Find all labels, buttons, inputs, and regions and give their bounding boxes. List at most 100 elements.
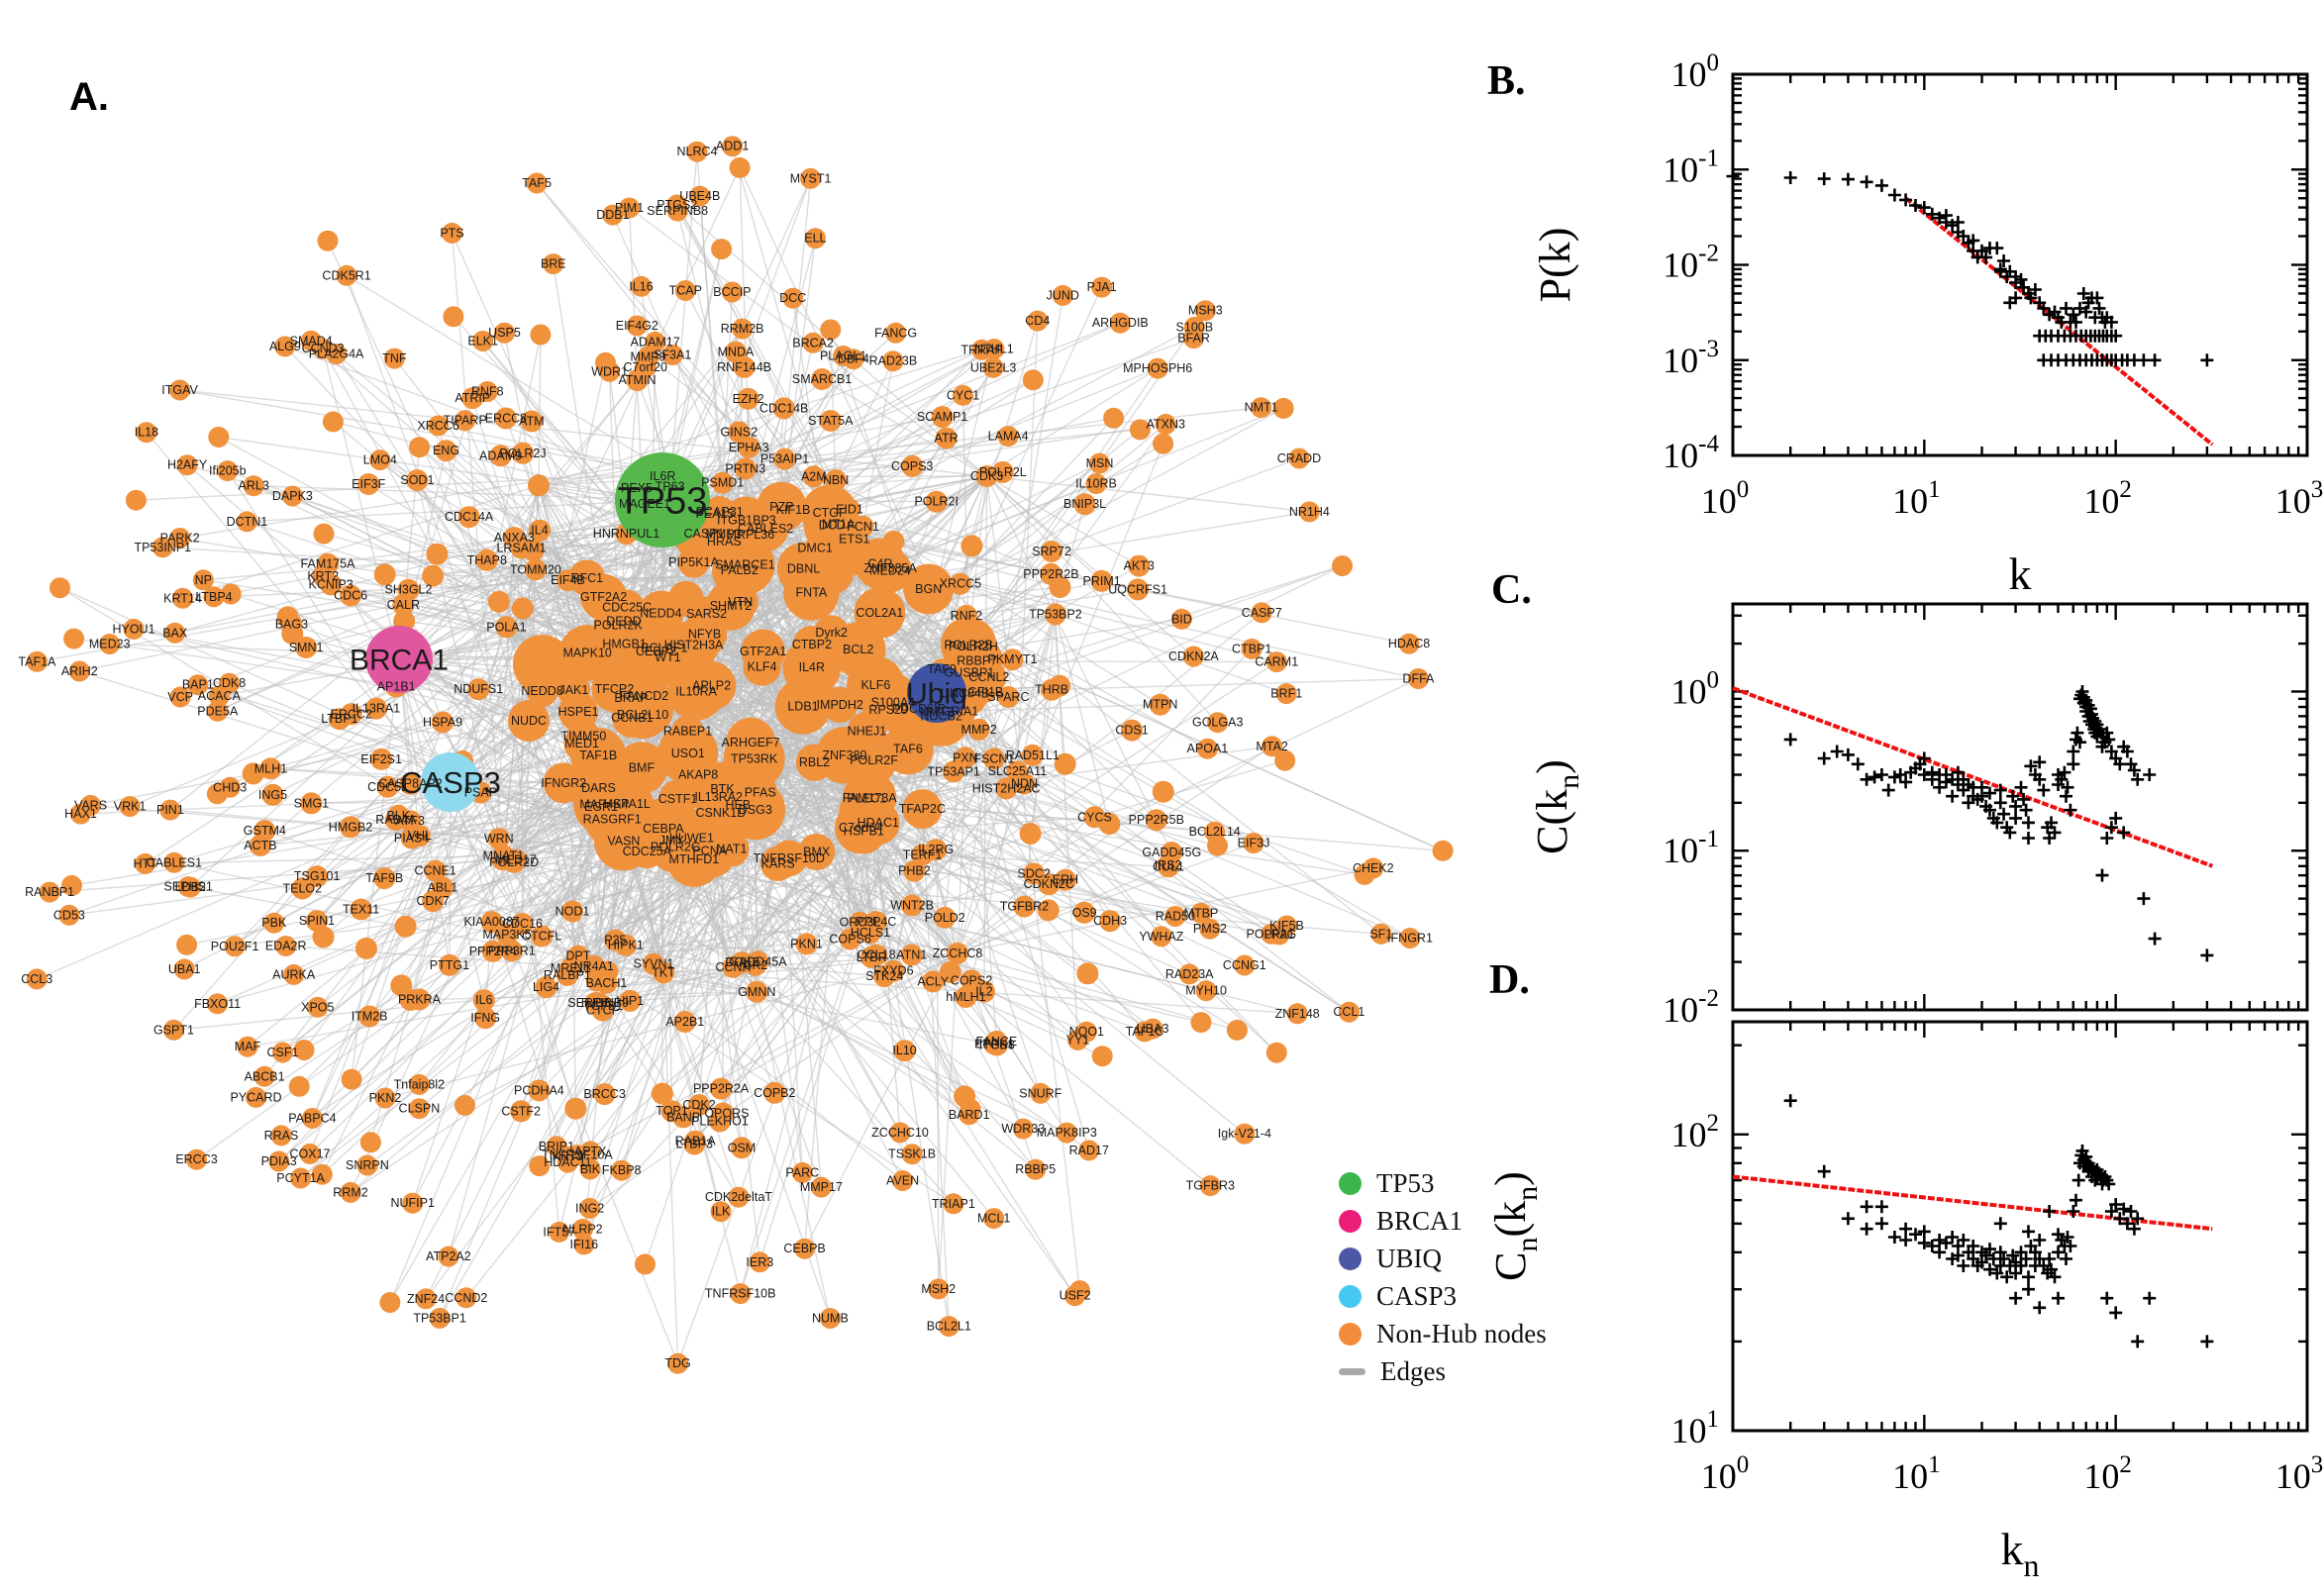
node-label: NDN [1011,777,1038,791]
network-node [322,411,344,433]
node-label: TGFBR2 [1000,900,1049,914]
network-node [39,881,60,903]
node-label: CCNL2 [968,670,1009,684]
network-node [442,222,462,244]
node-label: HMGB1 [602,637,647,650]
node-label: FNTA [796,585,828,599]
node-label: RNF144B [717,360,771,374]
node-label: ZNF24 [407,1292,445,1306]
network-node [1298,501,1320,523]
network-node [489,445,512,467]
network-node [524,558,547,581]
network-node [99,634,121,654]
network-node [394,915,417,938]
network-node [1265,651,1287,673]
node-label: NBN [823,473,849,487]
node-label: POLA1 [486,620,526,634]
network-node [960,1098,981,1120]
node-label: TIPARP [444,414,487,428]
node-label: CCNH [715,960,751,974]
node-label: APTX [574,1145,607,1158]
node-label: PZP [769,500,793,514]
network-node [807,548,855,595]
network-node [558,691,598,732]
node-label: EPPK1 [974,1038,1014,1051]
network-node [1027,310,1049,332]
node-label: ANXA3 [494,531,535,545]
node-label: PABPC4 [288,1112,336,1126]
hub-node-brca1 [365,626,433,693]
node-label: CASP7 [1242,606,1282,620]
node-label: WDR33 [1001,1122,1045,1136]
network-node [340,703,362,726]
node-label: ITGB1BP3 [717,514,776,528]
network-node [833,346,855,366]
network-node [991,460,1014,483]
network-node [579,1158,601,1180]
network-node [658,779,697,819]
node-label: TKT [652,966,675,980]
node-label: PTS [440,226,463,240]
legend-row-brca1: BRCA1 [1339,1206,1547,1237]
node-label: CASP1 [684,527,725,541]
plot-frame [1731,72,2309,457]
node-label: HAX1 [64,807,97,821]
network-node [1190,1012,1212,1034]
node-label: LTBR [857,950,887,964]
node-label: BARD1 [949,1108,990,1122]
network-node [281,485,303,507]
node-label: COPB2 [754,1086,795,1100]
network-node [435,440,457,462]
node-label: PDIA3 [261,1154,297,1168]
node-label: VHL [408,829,432,843]
node-label: IL6 [475,993,492,1007]
network-node [207,993,229,1015]
node-label: APLP2 [692,679,731,693]
node-label: BGN [915,582,942,596]
node-label: NHEJ1 [848,725,887,739]
node-label: ORC3L [840,916,881,930]
network-node [290,1167,312,1189]
nonhub-dot-icon [1339,1323,1362,1346]
network-node [307,996,329,1018]
legend-row-tp53: TP53 [1339,1168,1547,1199]
network-node [1265,1042,1287,1063]
node-label: OS9 [1072,906,1097,920]
node-label: ETS1 [839,533,869,547]
network-node [733,355,756,378]
node-label: TFCP2 [595,682,635,696]
network-node [249,834,271,856]
network-node [313,523,335,545]
node-label: TNFRSF10D [754,851,825,865]
network-node [873,965,896,988]
node-label: ARHGDIB [1092,316,1149,330]
network-node [415,1288,437,1310]
node-label: Igk-V21-4 [1218,1127,1271,1141]
network-node [674,280,696,301]
node-label: NLRC4 [677,145,718,158]
legend-row-nonhub: Non-Hub nodes [1339,1319,1547,1349]
node-label: DDB1 [596,208,629,222]
node-label: IFNGR2 [541,776,586,790]
x-tick-label: 101 [1892,476,1941,521]
node-label: AP1B1 [377,680,416,694]
node-label: TOP1 [656,1104,687,1118]
legend-row-edges: Edges [1339,1356,1547,1387]
node-label: MMP3 [705,527,741,541]
node-label: BRCC3 [583,1087,625,1101]
node-label: RRM2 [333,1185,367,1199]
node-label: BCL2L1 [927,1320,971,1334]
node-label: CCND3 [302,342,345,355]
network-node [1274,749,1296,771]
node-label: CDC6 [334,589,367,603]
node-label: IL4R [799,660,825,674]
network-node [593,1083,616,1106]
plot-frame [1731,1020,2309,1433]
network-node [1052,284,1073,306]
node-label: PALB2 [721,563,758,577]
network-node [152,537,173,558]
network-node [572,1218,593,1240]
network-node [619,197,641,219]
node-label: DMC1 [797,541,832,554]
network-node [528,1079,551,1102]
